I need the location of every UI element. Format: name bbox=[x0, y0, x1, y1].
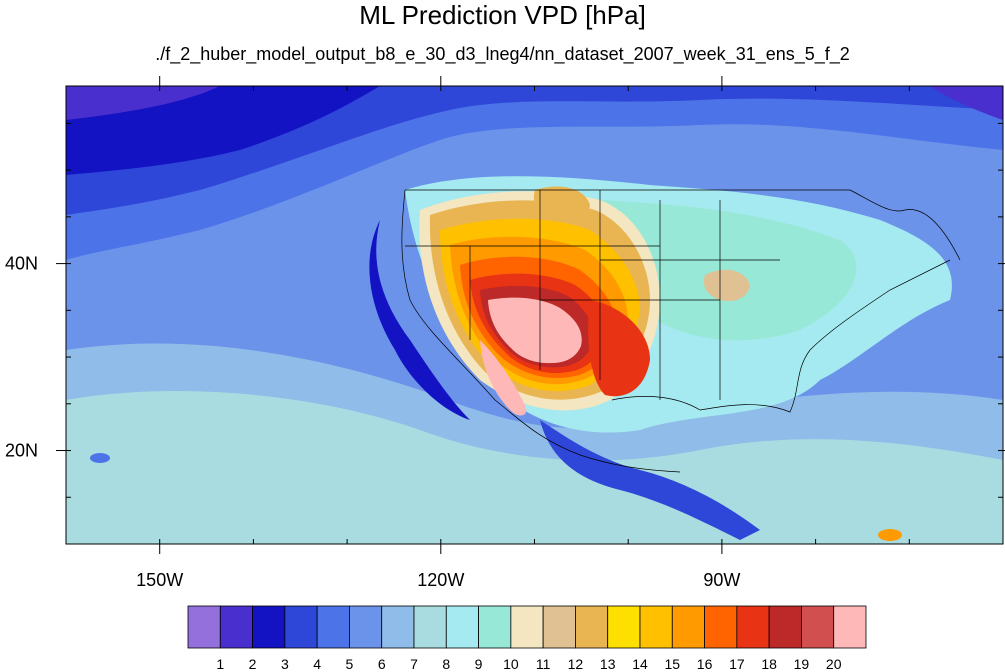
colorbar-swatch bbox=[801, 605, 835, 649]
colorbar-swatch bbox=[252, 605, 286, 649]
colorbar-label: 15 bbox=[664, 656, 680, 672]
colorbar-swatch bbox=[833, 605, 867, 649]
colorbar-swatch bbox=[413, 605, 447, 649]
colorbar-label: 7 bbox=[410, 656, 418, 672]
colorbar-swatch bbox=[607, 605, 641, 649]
boundaries bbox=[401, 189, 961, 473]
colorbar-swatch bbox=[284, 605, 318, 649]
colorbar-label: 6 bbox=[378, 656, 386, 672]
colorbar-swatch bbox=[510, 605, 544, 649]
colorbar-label: 9 bbox=[475, 656, 483, 672]
colorbar-label: 19 bbox=[794, 656, 810, 672]
colorbar-label: 8 bbox=[442, 656, 450, 672]
colorbar: 1 2 3 4 5 6 7 8 9 10 11 12 13 14 15 16 17 18 19 20 bbox=[187, 605, 867, 672]
colorbar-swatch bbox=[381, 605, 415, 649]
colorbar-swatch bbox=[704, 605, 738, 649]
colorbar-label: 16 bbox=[697, 656, 713, 672]
colorbar-label: 17 bbox=[729, 656, 745, 672]
lon-tick-label: 90W bbox=[703, 570, 740, 590]
longitude-axis: 150W 120W 90W bbox=[65, 76, 1004, 590]
colorbar-swatch bbox=[219, 605, 253, 649]
colorbar-swatch bbox=[445, 605, 479, 649]
lat-tick-label: 20N bbox=[5, 441, 38, 461]
colorbar-label: 13 bbox=[600, 656, 616, 672]
colorbar-swatch bbox=[768, 605, 802, 649]
colorbar-swatch bbox=[736, 605, 770, 649]
colorbar-swatch bbox=[478, 605, 512, 649]
colorbar-label: 3 bbox=[281, 656, 289, 672]
colorbar-label: 12 bbox=[568, 656, 584, 672]
colorbar-swatch bbox=[187, 605, 221, 649]
map-subtitle: ./f_2_huber_model_output_b8_e_30_d3_lneg… bbox=[155, 44, 850, 64]
colorbar-swatch bbox=[639, 605, 673, 649]
colorbar-label: 4 bbox=[313, 656, 321, 672]
latitude-axis: 40N 20N bbox=[5, 122, 1005, 498]
lon-tick-label: 150W bbox=[136, 570, 183, 590]
vpd-field bbox=[66, 86, 1003, 544]
colorbar-label: 18 bbox=[761, 656, 777, 672]
lon-tick-label: 120W bbox=[417, 570, 464, 590]
colorbar-label: 1 bbox=[216, 656, 224, 672]
map-title: ML Prediction VPD [hPa] bbox=[359, 0, 646, 30]
colorbar-swatch bbox=[316, 605, 350, 649]
colorbar-label: 11 bbox=[536, 656, 551, 672]
colorbar-label: 2 bbox=[249, 656, 257, 672]
colorbar-label: 10 bbox=[503, 656, 519, 672]
colorbar-swatch bbox=[349, 605, 383, 649]
colorbar-label: 20 bbox=[826, 656, 842, 672]
colorbar-label: 14 bbox=[632, 656, 648, 672]
colorbar-label: 5 bbox=[346, 656, 354, 672]
colorbar-swatch bbox=[575, 605, 609, 649]
colorbar-swatch bbox=[671, 605, 705, 649]
colorbar-swatch bbox=[542, 605, 576, 649]
lat-tick-label: 40N bbox=[5, 254, 38, 274]
